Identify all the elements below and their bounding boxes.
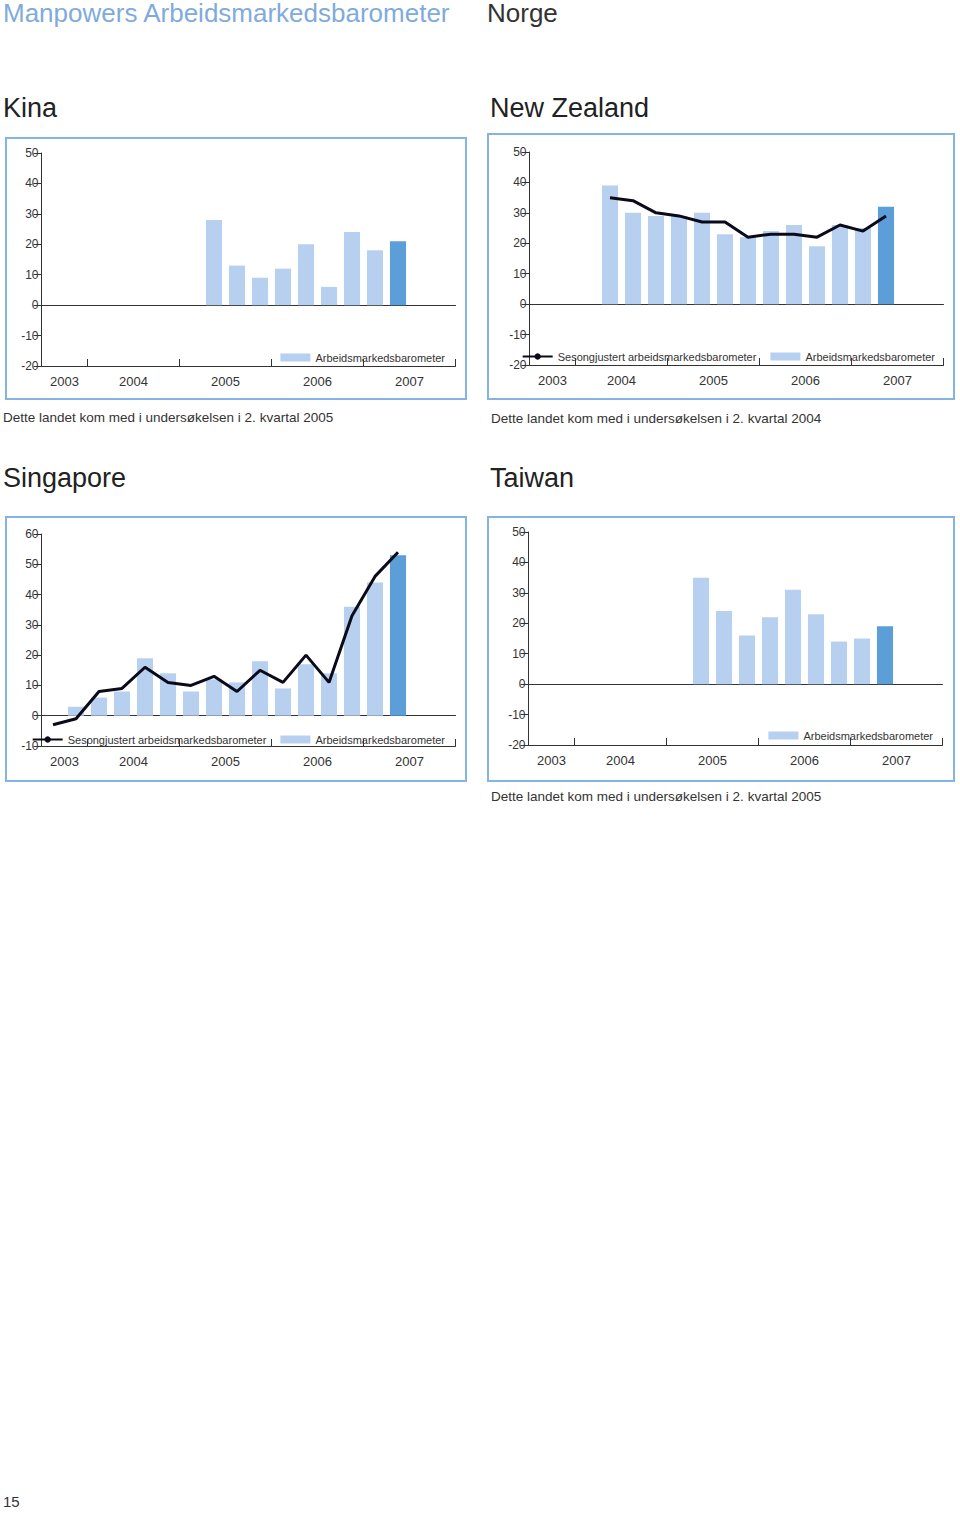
html-text:15: 15 (3, 1493, 20, 1510)
svg-text:50: 50 (25, 557, 39, 571)
svg-text:10: 10 (25, 268, 39, 282)
svg-text:40: 40 (512, 555, 526, 569)
svg-text:50: 50 (512, 525, 526, 539)
svg-text:20: 20 (25, 237, 39, 251)
svg-text:2003: 2003 (537, 753, 566, 768)
svg-text:2007: 2007 (395, 374, 424, 389)
svg-text:-10: -10 (21, 739, 39, 753)
html-text:Kina: Kina (3, 93, 57, 123)
svg-text:30: 30 (512, 586, 526, 600)
svg-text:30: 30 (513, 206, 527, 220)
svg-text:20: 20 (513, 236, 527, 250)
svg-text:-10: -10 (509, 328, 527, 342)
svg-text:2005: 2005 (698, 753, 727, 768)
svg-text:0: 0 (32, 709, 39, 723)
html-text:Dette landet kom med i undersø: Dette landet kom med i undersøkelsen i 2… (3, 410, 334, 425)
svg-text:Arbeidsmarkedsbarometer: Arbeidsmarkedsbarometer (805, 351, 935, 363)
svg-text:2006: 2006 (303, 374, 332, 389)
svg-text:30: 30 (25, 207, 39, 221)
svg-text:2004: 2004 (119, 374, 148, 389)
svg-text:2006: 2006 (303, 754, 332, 769)
svg-text:0: 0 (519, 677, 526, 691)
svg-text:Arbeidsmarkedsbarometer: Arbeidsmarkedsbarometer (315, 734, 445, 746)
svg-text:-20: -20 (509, 358, 527, 372)
html-text:Taiwan: Taiwan (490, 463, 574, 493)
svg-text:10: 10 (513, 267, 527, 281)
svg-text:-10: -10 (21, 329, 39, 343)
svg-text:2004: 2004 (607, 373, 636, 388)
html-text:New Zealand: New Zealand (490, 93, 650, 123)
svg-text:2003: 2003 (50, 374, 79, 389)
svg-text:-20: -20 (21, 359, 39, 373)
svg-text:2003: 2003 (50, 754, 79, 769)
svg-text:2003: 2003 (538, 373, 567, 388)
svg-text:10: 10 (25, 678, 39, 692)
svg-text:2005: 2005 (699, 373, 728, 388)
svg-text:2004: 2004 (119, 754, 148, 769)
svg-text:Arbeidsmarkedsbarometer: Arbeidsmarkedsbarometer (803, 730, 933, 742)
svg-text:20: 20 (25, 648, 39, 662)
svg-text:2006: 2006 (791, 373, 820, 388)
svg-text:Sesongjustert arbeidsmarkedsba: Sesongjustert arbeidsmarkedsbarometer (558, 351, 757, 363)
svg-text:2005: 2005 (211, 754, 240, 769)
svg-text:50: 50 (513, 145, 527, 159)
svg-text:2007: 2007 (395, 754, 424, 769)
html-text:Singapore: Singapore (3, 463, 127, 493)
html-text:Dette landet kom med i undersø: Dette landet kom med i undersøkelsen i 2… (491, 411, 822, 426)
svg-text:0: 0 (520, 297, 527, 311)
html-text:Dette landet kom med i undersø: Dette landet kom med i undersøkelsen i 2… (491, 789, 822, 804)
svg-text:60: 60 (25, 527, 39, 541)
svg-text:-20: -20 (508, 738, 526, 752)
svg-text:40: 40 (513, 175, 527, 189)
svg-text:40: 40 (25, 176, 39, 190)
svg-text:40: 40 (25, 588, 39, 602)
svg-text:50: 50 (25, 146, 39, 160)
svg-text:2005: 2005 (211, 374, 240, 389)
svg-text:Sesongjustert arbeidsmarkedsba: Sesongjustert arbeidsmarkedsbarometer (68, 734, 267, 746)
svg-text:10: 10 (512, 647, 526, 661)
svg-text:20: 20 (512, 616, 526, 630)
svg-text:2006: 2006 (790, 753, 819, 768)
svg-text:30: 30 (25, 618, 39, 632)
svg-text:-10: -10 (508, 708, 526, 722)
svg-text:0: 0 (32, 298, 39, 312)
svg-text:2007: 2007 (883, 373, 912, 388)
svg-text:2007: 2007 (882, 753, 911, 768)
svg-text:2004: 2004 (606, 753, 635, 768)
svg-text:Arbeidsmarkedsbarometer: Arbeidsmarkedsbarometer (315, 352, 445, 364)
